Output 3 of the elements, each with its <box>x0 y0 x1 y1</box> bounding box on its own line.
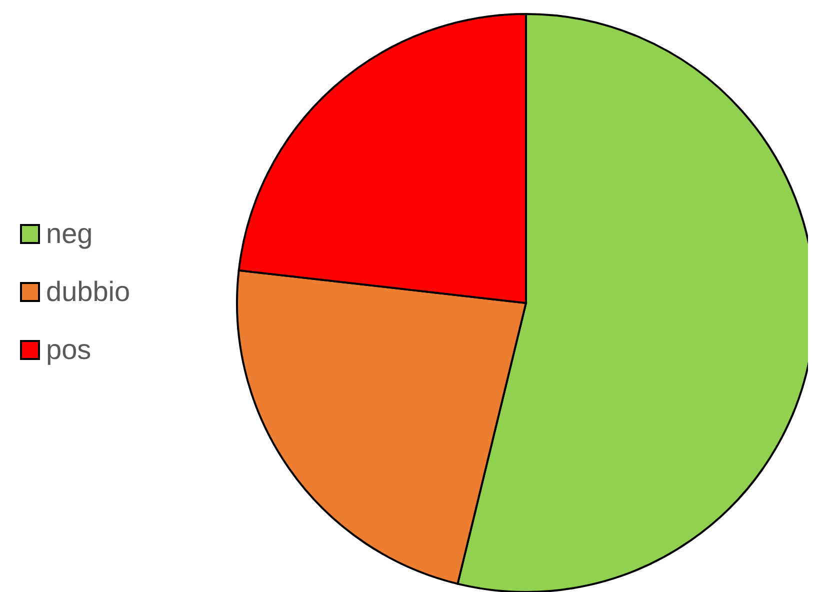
legend-label: dubbio <box>46 276 130 308</box>
legend-label: pos <box>46 334 92 366</box>
legend-label: neg <box>46 218 93 250</box>
